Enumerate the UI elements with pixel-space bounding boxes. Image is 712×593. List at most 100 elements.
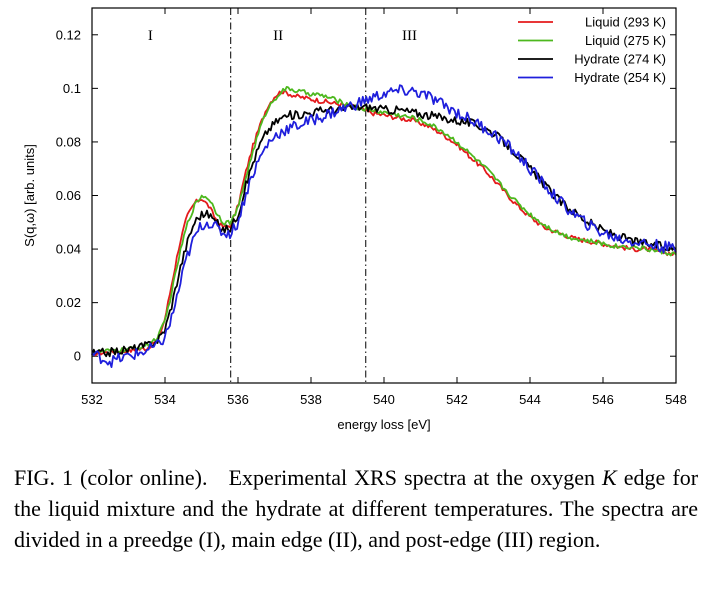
caption-text-start: Experimental XRS spectra at the oxygen xyxy=(228,465,595,490)
series-point xyxy=(442,104,444,106)
series-point xyxy=(471,157,473,159)
series-point xyxy=(164,320,166,322)
series-point xyxy=(230,232,232,234)
y-tick-label: 0.04 xyxy=(56,242,81,257)
series-point xyxy=(230,227,232,229)
series-point xyxy=(252,162,254,164)
series-point xyxy=(208,197,210,199)
series-point xyxy=(171,302,173,304)
x-axis-title: energy loss [eV] xyxy=(337,417,430,432)
x-tick-label: 540 xyxy=(373,392,395,407)
series-point xyxy=(201,195,203,197)
series-point xyxy=(427,122,429,124)
series-point xyxy=(383,109,385,111)
series-point xyxy=(573,213,575,215)
series-point xyxy=(529,168,531,170)
series-point xyxy=(146,345,148,347)
series-point xyxy=(485,128,487,130)
series-point xyxy=(339,104,341,106)
series-point xyxy=(412,117,414,119)
series-point xyxy=(244,173,246,175)
series-point xyxy=(281,90,283,92)
series-point xyxy=(259,128,261,130)
series-point xyxy=(617,245,619,247)
series-point xyxy=(208,205,210,207)
series-point xyxy=(201,213,203,215)
x-tick-label: 538 xyxy=(300,392,322,407)
series-point xyxy=(661,245,663,247)
series-point xyxy=(237,213,239,215)
series-point xyxy=(310,112,312,114)
series-point xyxy=(427,114,429,116)
series-point xyxy=(544,224,546,226)
series-point xyxy=(244,179,246,181)
series-point xyxy=(515,203,517,205)
series-point xyxy=(558,200,560,202)
y-tick-label: 0.08 xyxy=(56,134,81,149)
series-point xyxy=(193,205,195,207)
series-point xyxy=(617,237,619,239)
series-point xyxy=(252,152,254,154)
series-point xyxy=(109,351,111,353)
series-point xyxy=(646,243,648,245)
series-point xyxy=(529,216,531,218)
series-point xyxy=(442,130,444,132)
series-point xyxy=(310,120,312,122)
series-point xyxy=(354,104,356,106)
series-point xyxy=(179,243,181,245)
series-point xyxy=(456,120,458,122)
series-point xyxy=(146,347,148,349)
series-point xyxy=(266,109,268,111)
region-label: III xyxy=(402,28,417,44)
series-point xyxy=(186,256,188,258)
series-point xyxy=(274,98,276,100)
series-point xyxy=(310,93,312,95)
series-point xyxy=(171,315,173,317)
series-point xyxy=(193,221,195,223)
series-point xyxy=(186,216,188,218)
region-labels: I II III xyxy=(148,28,417,44)
series-point xyxy=(157,345,159,347)
series-point xyxy=(223,229,225,231)
y-tick-label: 0.06 xyxy=(56,188,81,203)
series-point xyxy=(186,243,188,245)
plot-frame xyxy=(91,7,677,384)
series-point xyxy=(252,173,254,175)
series-point xyxy=(274,136,276,138)
caption-label: FIG. 1 (color online). xyxy=(14,465,208,490)
series-point xyxy=(179,270,181,272)
series-point xyxy=(171,288,173,290)
caption-text-end: edge for the liquid mixture and the hydr… xyxy=(14,465,699,552)
series-point xyxy=(412,120,414,122)
series-point xyxy=(602,232,604,234)
series-point xyxy=(164,337,166,339)
x-tick-labels: 532 534 536 538 540 542 544 546 548 xyxy=(81,392,687,407)
series-point xyxy=(237,221,239,223)
series-lines xyxy=(91,84,677,368)
series-point xyxy=(383,93,385,95)
series-point xyxy=(128,349,130,351)
series-point xyxy=(296,95,298,97)
series-point xyxy=(325,101,327,103)
series-point xyxy=(288,128,290,130)
xrs-chart: 532 534 536 538 540 542 544 546 548 0 0.02 0.04 0.0… xyxy=(22,7,687,432)
region-label: I xyxy=(148,28,153,44)
x-tick-label: 548 xyxy=(665,392,687,407)
series-point xyxy=(109,361,111,363)
series-point xyxy=(296,90,298,92)
series-point xyxy=(230,221,232,223)
legend-label: Hydrate (254 K) xyxy=(574,70,666,85)
series-point xyxy=(274,122,276,124)
series-point xyxy=(588,240,590,242)
series-point xyxy=(398,90,400,92)
series-point xyxy=(369,98,371,100)
series-point xyxy=(296,114,298,116)
series-point xyxy=(471,154,473,156)
y-tick-labels: 0 0.02 0.04 0.06 0.08 0.1 0.12 xyxy=(56,27,81,363)
series-point xyxy=(259,157,261,159)
series-point xyxy=(412,112,414,114)
series-point xyxy=(288,114,290,116)
series-point xyxy=(485,170,487,172)
series-point xyxy=(515,152,517,154)
series-point xyxy=(252,146,254,148)
